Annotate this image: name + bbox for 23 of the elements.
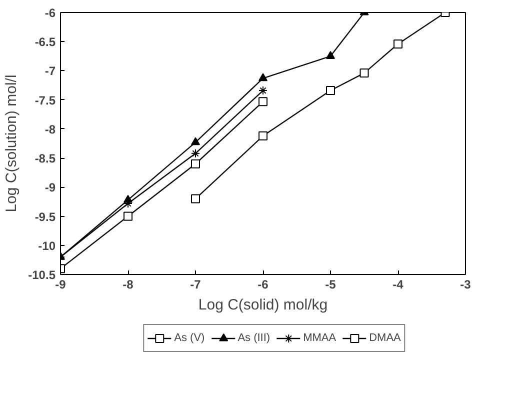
legend-label: DMAA	[369, 332, 401, 344]
y-tick-label: -10	[38, 238, 56, 253]
legend-label: As (V)	[174, 332, 205, 344]
legend-label: MMAA	[303, 332, 336, 344]
y-tick-label: -8	[44, 122, 56, 136]
y-tick-label: -7.5	[34, 93, 56, 108]
x-tick-label: -8	[122, 278, 134, 292]
y-tick-label: -9	[44, 180, 56, 195]
x-tick-label: -4	[392, 278, 404, 292]
x-tick-label: -5	[325, 278, 336, 292]
y-tick-label: -6.5	[34, 35, 56, 50]
y-tick-label: -6	[44, 6, 56, 20]
y-axis-title: Log C(solution) mol/l	[3, 74, 20, 212]
y-tick-label: -8.5	[34, 152, 56, 166]
x-axis-title: Log C(solid) mol/kg	[198, 296, 328, 314]
y-tick-label: -10.5	[28, 268, 56, 282]
y-tick-label: -9.5	[34, 210, 56, 224]
x-tick-label: -6	[258, 278, 269, 292]
x-tick-label: -7	[190, 278, 202, 292]
y-tick-label: -7	[44, 64, 56, 78]
x-tick-label: -3	[460, 278, 472, 292]
legend-label: As (III)	[238, 332, 270, 344]
x-tick-label: -9	[55, 278, 66, 292]
